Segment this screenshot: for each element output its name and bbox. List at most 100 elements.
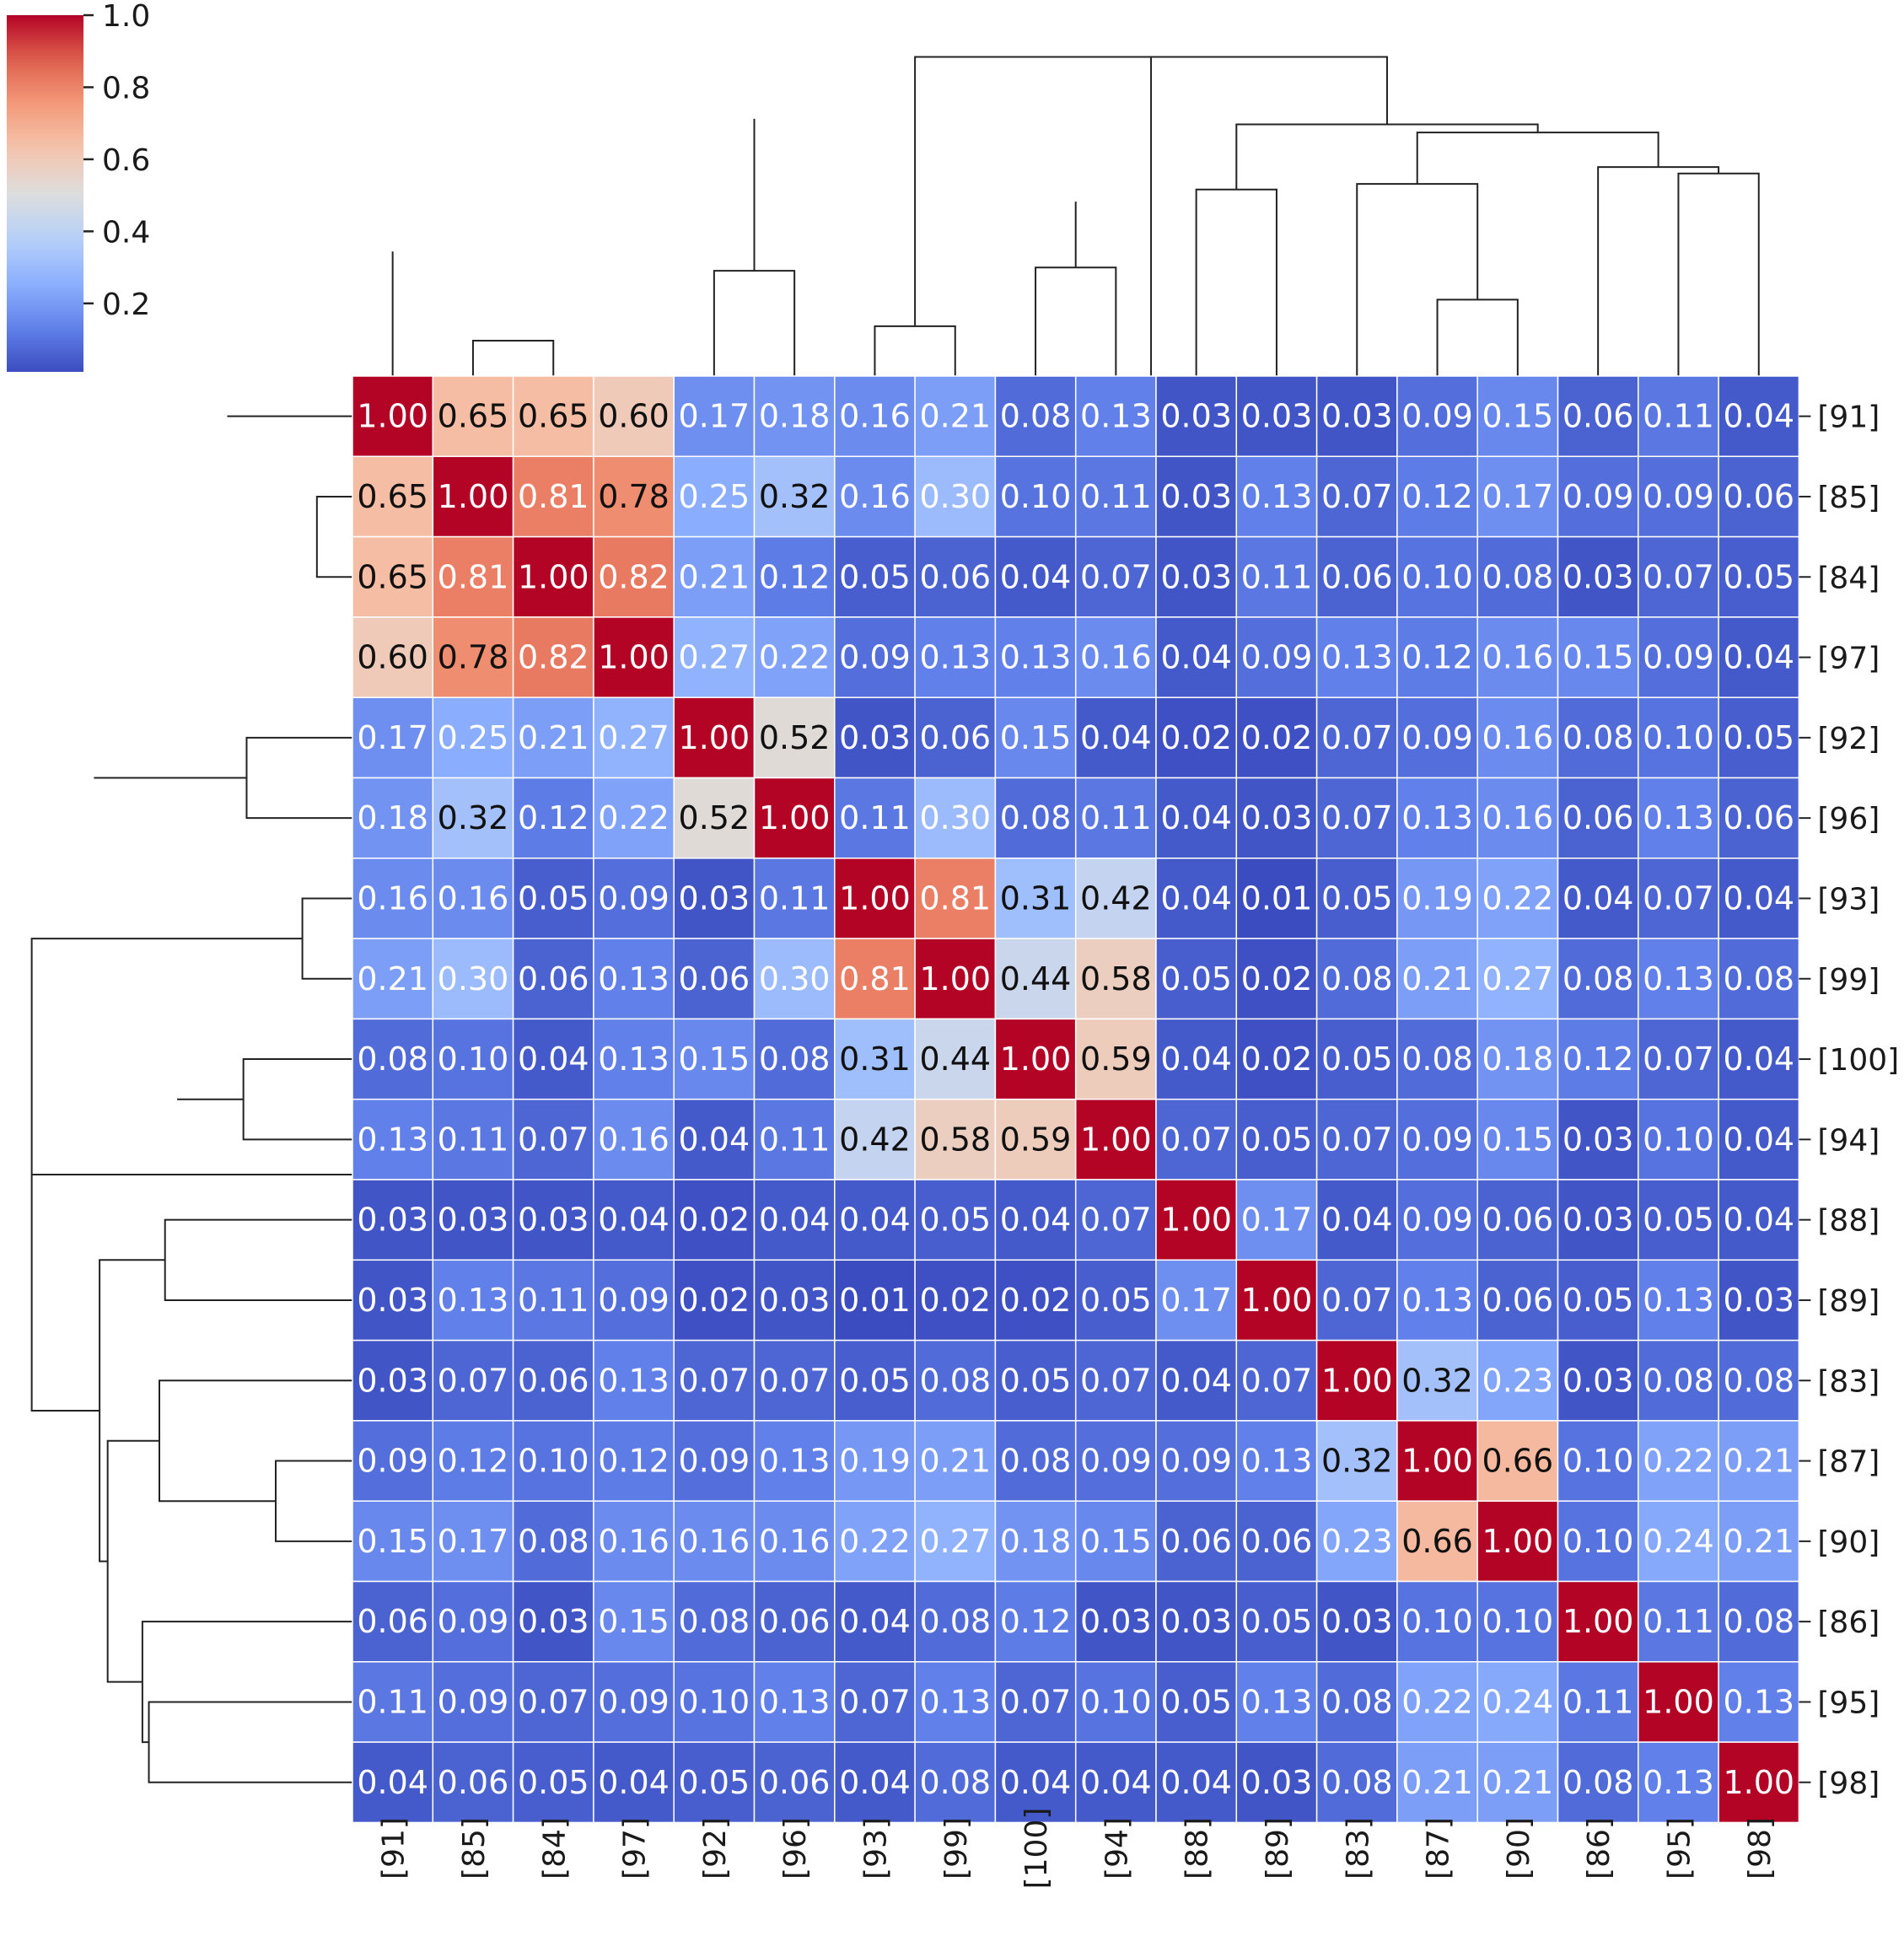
- cell-value-label: 0.05: [1160, 1683, 1232, 1720]
- column-label: [98]: [1743, 1817, 1778, 1880]
- heatmap-cell: [673, 1500, 756, 1583]
- cell-value-label: 0.27: [1482, 960, 1554, 998]
- cell-value-label: 0.10: [1643, 1121, 1714, 1158]
- heatmap-cell: [1476, 1179, 1559, 1261]
- dendrogram-link: [471, 340, 555, 376]
- cell-value-label: 0.05: [1321, 1041, 1393, 1078]
- cell-value-label: 0.04: [1160, 1362, 1232, 1399]
- cell-value-label: 1.00: [1000, 1041, 1072, 1078]
- cell-value-label: 0.12: [1401, 478, 1473, 515]
- column-label: [95]: [1662, 1817, 1697, 1880]
- cell-value-label: 0.08: [919, 1764, 991, 1801]
- heatmap-cell: [432, 1741, 514, 1824]
- cell-value-label: 1.00: [1723, 1764, 1794, 1801]
- cell-value-label: 0.13: [759, 1683, 831, 1720]
- cell-value-label: 0.81: [438, 558, 509, 595]
- heatmap-cell: [914, 616, 997, 698]
- heatmap-cell: [1074, 455, 1157, 538]
- heatmap-cell: [512, 1420, 594, 1502]
- cell-value-label: 0.04: [1000, 1202, 1072, 1239]
- heatmap-cell: [432, 858, 514, 939]
- cell-value-label: 0.03: [1160, 1603, 1232, 1640]
- cell-value-label: 0.22: [1401, 1683, 1473, 1720]
- heatmap-cell: [1235, 938, 1318, 1020]
- cell-value-label: 0.06: [759, 1764, 831, 1801]
- heatmap-cell: [994, 1741, 1077, 1824]
- cell-value-label: 0.19: [1401, 879, 1473, 917]
- cell-value-label: 0.23: [1482, 1362, 1554, 1399]
- cell-value-label: 0.08: [1321, 960, 1393, 998]
- cell-value-label: 0.42: [1080, 879, 1152, 917]
- row-label: [91]: [1817, 401, 1880, 435]
- cell-value-label: 0.04: [1723, 1121, 1794, 1158]
- heatmap-cell: [1638, 1741, 1719, 1824]
- cell-value-label: 1.00: [518, 558, 589, 595]
- heatmap-cell: [1638, 375, 1719, 458]
- cell-value-label: 0.65: [357, 478, 428, 515]
- heatmap-cell: [593, 1018, 675, 1100]
- cell-value-label: 0.02: [1160, 719, 1232, 756]
- cell-value-label: 0.21: [1401, 1764, 1473, 1801]
- heatmap-cell: [1155, 1098, 1238, 1180]
- cell-value-label: 0.04: [1723, 639, 1794, 676]
- heatmap-cell: [1557, 696, 1639, 779]
- cell-value-label: 0.03: [357, 1362, 428, 1399]
- cell-value-label: 0.09: [1643, 478, 1714, 515]
- cell-value-label: 0.16: [438, 879, 509, 917]
- cell-value-label: 0.09: [598, 1683, 670, 1720]
- heatmap-cell: [834, 858, 916, 939]
- cell-value-label: 0.05: [839, 1362, 911, 1399]
- heatmap-cell: [1476, 455, 1559, 538]
- heatmap-cell: [834, 938, 916, 1020]
- heatmap-cell: [1074, 1741, 1157, 1824]
- cell-value-label: 0.13: [1401, 799, 1473, 836]
- cell-value-label: 0.09: [1401, 1121, 1473, 1158]
- cell-value-label: 0.09: [679, 1443, 750, 1480]
- heatmap-cell: [673, 1420, 756, 1502]
- heatmap-cell: [1557, 1500, 1639, 1583]
- heatmap-cell: [1074, 375, 1157, 458]
- heatmap-cell: [673, 696, 756, 779]
- heatmap-cell: [914, 1661, 997, 1743]
- heatmap-cell: [914, 1741, 997, 1824]
- heatmap-cell: [673, 1259, 756, 1342]
- heatmap-cell: [1074, 1661, 1157, 1743]
- cell-value-label: 0.82: [598, 558, 670, 595]
- heatmap-cell: [1155, 1500, 1238, 1583]
- cell-value-label: 0.07: [679, 1362, 750, 1399]
- cell-value-label: 1.00: [839, 879, 911, 917]
- heatmap-cell: [994, 455, 1077, 538]
- dendrogram-link: [99, 1259, 165, 1562]
- dendrogram-link: [1677, 172, 1760, 376]
- cell-value-label: 1.00: [1241, 1282, 1313, 1319]
- row-label: [98]: [1817, 1767, 1880, 1801]
- heatmap-cell: [994, 616, 1077, 698]
- row-label: [84]: [1817, 561, 1880, 595]
- cell-value-label: 0.17: [1241, 1202, 1313, 1239]
- cell-value-label: 0.15: [1000, 719, 1072, 756]
- column-label: [87]: [1422, 1817, 1456, 1880]
- heatmap-cell: [1074, 1098, 1157, 1180]
- heatmap-cell: [1396, 1339, 1478, 1422]
- heatmap-cell: [1638, 777, 1719, 859]
- cell-value-label: 0.03: [1160, 478, 1232, 515]
- cell-value-label: 0.31: [1000, 879, 1072, 917]
- cell-value-label: 0.24: [1482, 1683, 1554, 1720]
- column-label: [92]: [698, 1817, 733, 1880]
- heatmap-cell: [512, 696, 594, 779]
- heatmap-cell: [593, 616, 675, 698]
- cell-value-label: 0.16: [598, 1523, 670, 1560]
- row-label: [87]: [1817, 1445, 1880, 1480]
- cell-value-label: 0.16: [357, 879, 428, 917]
- heatmap-cell: [1718, 1339, 1800, 1422]
- heatmap-cell: [512, 1179, 594, 1261]
- heatmap-cell: [1235, 1098, 1318, 1180]
- cell-value-label: 0.05: [1241, 1603, 1313, 1640]
- cell-value-label: 1.00: [1160, 1202, 1232, 1239]
- cell-value-label: 0.04: [759, 1202, 831, 1239]
- heatmap-cell: [1315, 375, 1398, 458]
- heatmap-cell: [1235, 696, 1318, 779]
- cell-value-label: 0.10: [1401, 558, 1473, 595]
- row-label: [83]: [1817, 1364, 1880, 1399]
- cell-value-label: 0.13: [1643, 1764, 1714, 1801]
